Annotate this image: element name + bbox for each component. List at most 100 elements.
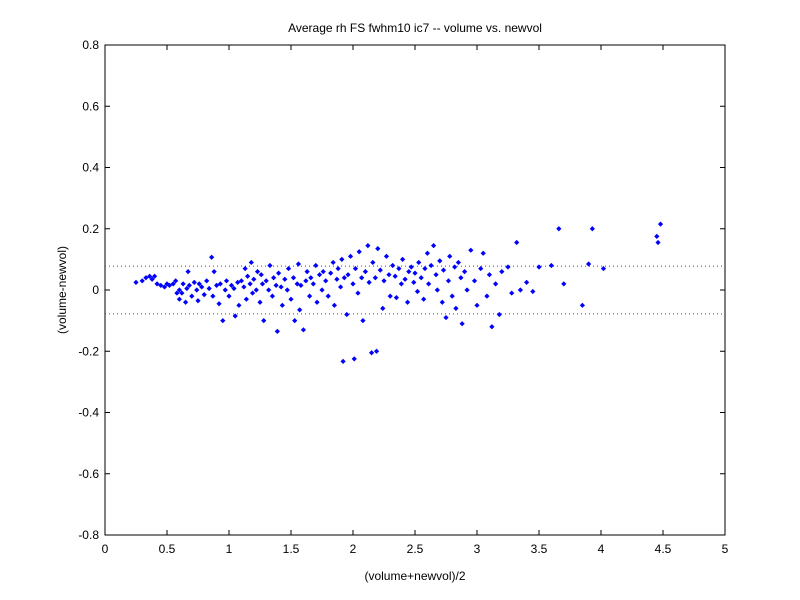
data-point <box>431 242 437 249</box>
data-point <box>316 272 323 278</box>
data-point <box>328 270 334 276</box>
x-axis-ticks: 0 0.5 1 1.5 2 2.5 3 3.5 4 4.5 5 <box>102 45 729 556</box>
data-point <box>243 296 249 302</box>
data-point <box>600 265 607 272</box>
data-point <box>325 293 331 299</box>
data-point <box>345 272 351 278</box>
data-point <box>359 275 365 281</box>
x-tick-label: 4 <box>598 542 605 556</box>
data-point <box>459 321 465 327</box>
y-tick-label: -0.4 <box>78 406 99 420</box>
x-tick-label: 3.5 <box>531 542 548 556</box>
data-point <box>199 284 205 290</box>
data-point <box>433 272 439 278</box>
data-point <box>259 281 266 287</box>
data-point <box>220 318 226 324</box>
x-tick-label: 1.5 <box>283 542 300 556</box>
data-point <box>231 285 237 292</box>
data-point <box>194 287 200 293</box>
data-point <box>579 302 585 308</box>
data-point <box>499 269 505 275</box>
data-point <box>453 305 459 311</box>
data-point <box>284 287 290 293</box>
data-point <box>414 288 421 295</box>
x-tick-label: 0 <box>102 542 109 556</box>
data-point <box>421 296 427 302</box>
data-point <box>655 239 661 246</box>
data-point <box>238 278 244 284</box>
data-point <box>184 285 190 292</box>
x-tick-label: 1 <box>226 542 233 556</box>
data-points <box>133 221 664 364</box>
data-point <box>493 281 499 287</box>
data-point <box>211 269 217 275</box>
data-point <box>166 282 173 289</box>
data-point <box>561 281 567 287</box>
y-axis-ticks: -0.8 -0.6 -0.4 -0.2 0 0.2 0.4 0.6 0.8 <box>78 38 725 542</box>
data-point <box>434 287 440 293</box>
data-point <box>183 299 189 305</box>
data-point <box>452 264 458 270</box>
data-point <box>347 253 354 259</box>
data-point <box>536 264 542 270</box>
data-point <box>209 254 215 260</box>
reference-lines <box>105 265 725 315</box>
data-point <box>314 299 320 305</box>
data-point <box>589 226 595 232</box>
x-tick-label: 2.5 <box>407 542 424 556</box>
y-tick-label: 0 <box>92 283 99 297</box>
data-point <box>143 275 149 281</box>
data-point <box>524 279 530 285</box>
data-point <box>185 269 191 275</box>
data-point <box>381 278 387 284</box>
data-point <box>455 259 461 266</box>
data-point <box>176 287 182 293</box>
data-point <box>439 299 445 305</box>
data-point <box>161 284 168 290</box>
data-point <box>263 278 269 284</box>
data-point <box>443 314 449 321</box>
data-point <box>242 265 248 272</box>
data-point <box>404 299 411 305</box>
data-point <box>424 250 430 256</box>
data-point <box>386 272 392 278</box>
data-point <box>236 302 242 308</box>
data-point <box>149 276 155 282</box>
data-point <box>402 276 408 282</box>
data-point <box>509 290 515 296</box>
data-point <box>406 269 412 275</box>
data-point <box>548 262 554 269</box>
data-point <box>226 293 232 299</box>
data-point <box>400 256 406 262</box>
data-point <box>505 264 511 270</box>
data-point <box>257 299 263 305</box>
data-point <box>360 318 366 324</box>
data-point <box>373 348 380 354</box>
y-tick-label: 0.6 <box>82 99 99 113</box>
data-point <box>339 256 345 262</box>
y-axis-label: (volume-newvol) <box>55 246 69 334</box>
data-point <box>258 272 264 278</box>
data-point <box>235 279 241 285</box>
data-point <box>210 293 216 299</box>
y-tick-label: -0.8 <box>78 528 99 542</box>
data-point <box>412 270 418 276</box>
data-point <box>486 272 492 278</box>
data-point <box>300 327 306 333</box>
data-point <box>496 311 502 318</box>
data-point <box>278 284 284 290</box>
data-point <box>474 302 480 308</box>
data-point <box>158 282 164 289</box>
data-point <box>340 358 346 364</box>
data-point <box>152 273 158 279</box>
data-point <box>422 265 428 272</box>
data-point <box>365 242 371 249</box>
data-point <box>335 265 341 272</box>
data-point <box>334 276 340 282</box>
x-tick-label: 2 <box>350 542 357 556</box>
data-point <box>298 282 304 289</box>
data-point <box>390 262 396 269</box>
data-point <box>372 275 378 281</box>
data-point <box>176 296 182 302</box>
